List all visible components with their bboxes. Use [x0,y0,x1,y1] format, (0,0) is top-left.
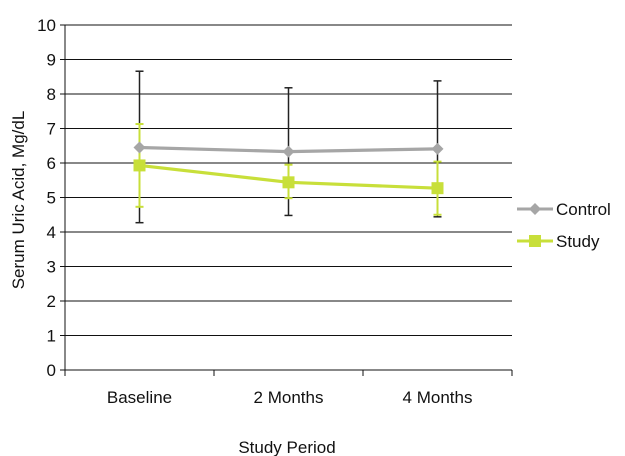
legend-label-study: Study [556,232,600,251]
data-point-study [133,159,146,172]
x-axis-title: Study Period [238,438,335,456]
data-point-control [282,145,295,158]
y-tick-label: 3 [47,258,56,277]
y-tick-label: 10 [37,16,56,35]
data-point-control [133,141,146,154]
data-point-study [282,176,295,189]
legend-item-study: Study [517,232,600,251]
legend: Control Study [517,200,611,251]
series-markers [133,141,444,195]
y-tick-label: 0 [47,361,56,380]
y-tick-label: 5 [47,189,56,208]
y-tick-label: 9 [47,51,56,70]
legend-item-control: Control [517,200,611,219]
x-tick-label: 4 Months [403,388,473,407]
y-axis-title: Serum Uric Acid, Mg/dL [9,111,28,290]
x-tick-label: Baseline [107,388,172,407]
legend-marker-study [529,235,541,247]
y-tick-label: 7 [47,120,56,139]
y-tick-label: 8 [47,85,56,104]
axes [60,24,513,376]
data-point-control [431,142,444,155]
x-tick-label: 2 Months [254,388,324,407]
y-tick-label: 4 [47,223,56,242]
y-tick-label: 2 [47,292,56,311]
data-point-study [431,182,444,195]
legend-label-control: Control [556,200,611,219]
y-tick-label: 6 [47,154,56,173]
legend-marker-control [529,203,541,215]
tick-labels: 0 1 2 3 4 5 6 7 8 9 10 Baseline 2 Months 4 Months [37,16,472,407]
y-tick-label: 1 [47,327,56,346]
